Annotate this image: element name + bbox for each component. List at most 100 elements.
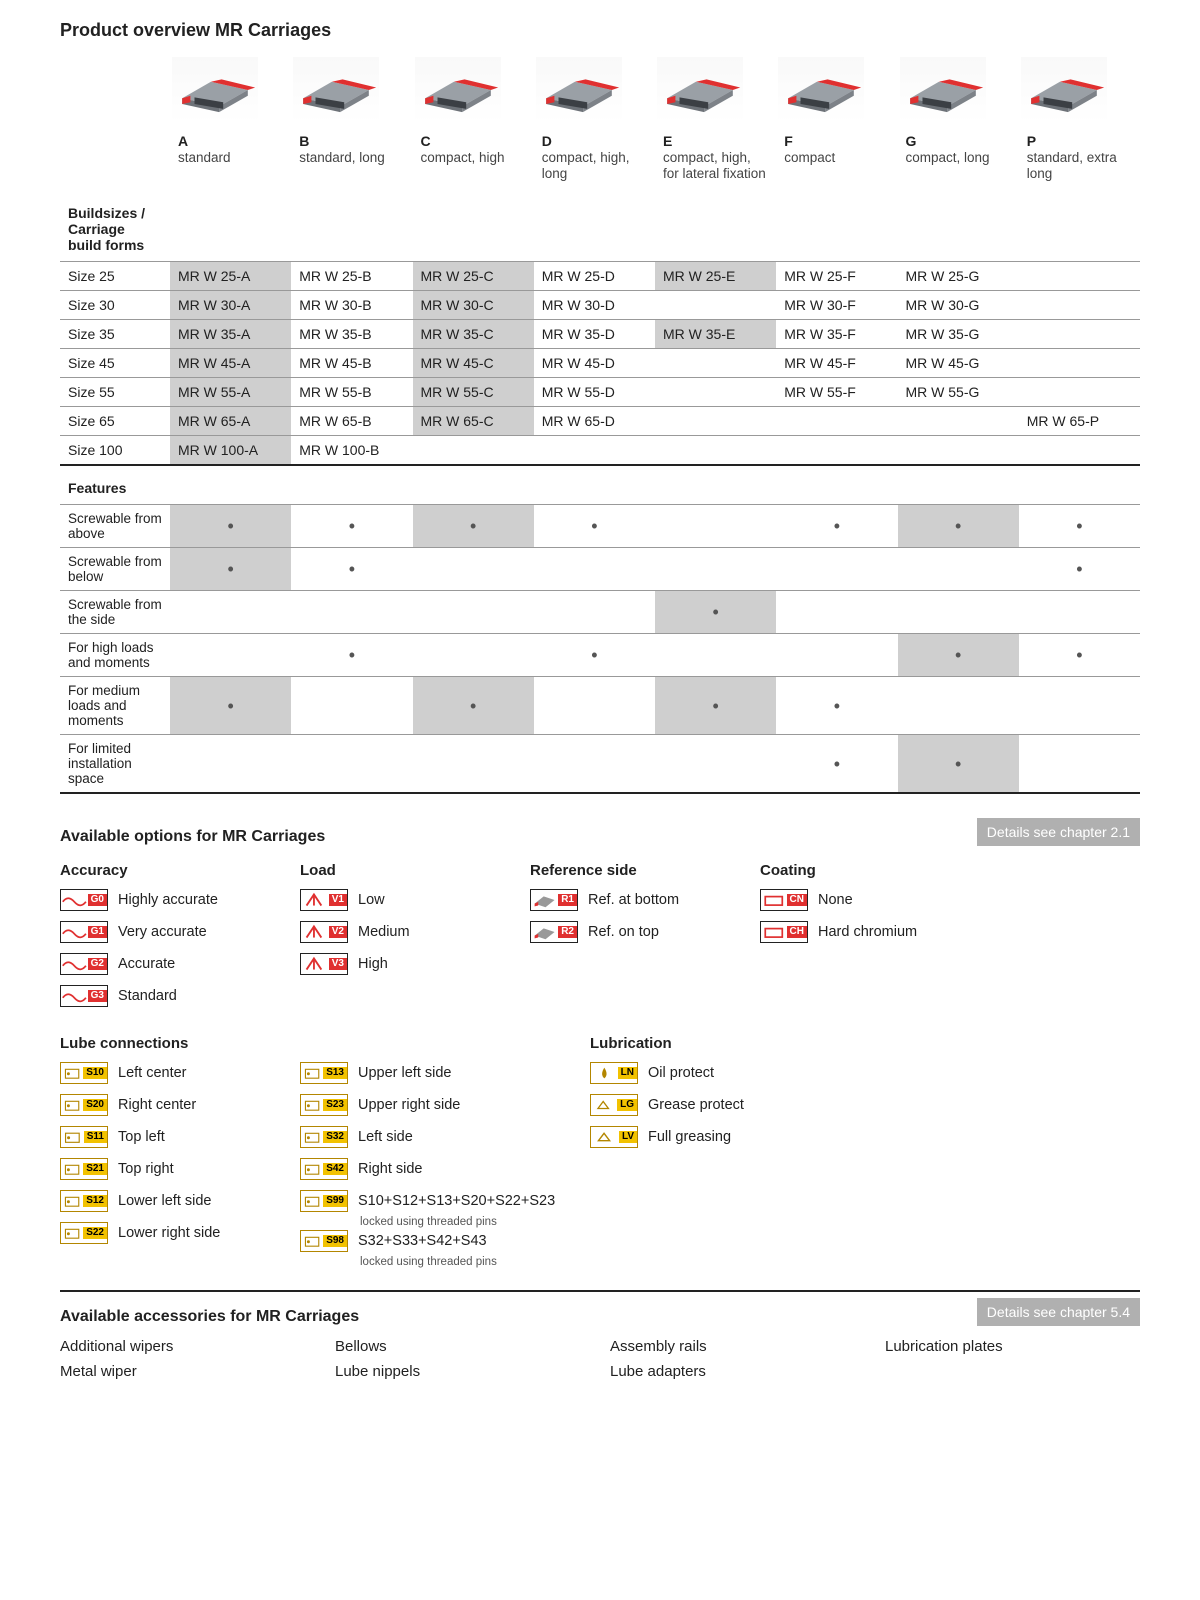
- lube-label: Left side: [358, 1129, 413, 1145]
- feature-cell: [291, 735, 412, 793]
- option-label: Hard chromium: [818, 924, 917, 940]
- feature-cell: [898, 548, 1019, 591]
- lubrication-row-LG: LG Grease protect: [590, 1092, 850, 1118]
- option-icon-R2: R2: [530, 921, 578, 943]
- lube-label: S10+S12+S13+S20+S22+S23: [358, 1193, 555, 1209]
- lube-row-S10: S10 Left center: [60, 1060, 290, 1086]
- buildsizes-header: Buildsizes / Carriage build forms: [60, 191, 170, 262]
- size-cell: MR W 25-C: [413, 262, 534, 291]
- lube-row-S13: S13 Upper left side: [300, 1060, 580, 1086]
- size-cell: MR W 35-G: [898, 320, 1019, 349]
- feature-cell: [534, 634, 655, 677]
- col-header-B: Bstandard, long: [291, 127, 412, 191]
- size-cell: MR W 45-C: [413, 349, 534, 378]
- lube-label: Lower left side: [118, 1193, 212, 1209]
- feature-cell: [291, 591, 412, 634]
- option-row-G0: G0 Highly accurate: [60, 887, 290, 913]
- feature-cell: [655, 591, 776, 634]
- size-cell: MR W 35-E: [655, 320, 776, 349]
- size-cell: [655, 407, 776, 436]
- feature-cell: [413, 505, 534, 548]
- col-header-C: Ccompact, high: [413, 127, 534, 191]
- lube-row-S21: S21 Top right: [60, 1156, 290, 1182]
- feature-cell: [776, 548, 897, 591]
- option-row-CN: CN None: [760, 887, 980, 913]
- option-icon-S10: S10: [60, 1062, 108, 1084]
- feature-cell: [534, 505, 655, 548]
- feature-label: For limited installation space: [60, 735, 170, 793]
- feature-dot-icon: [1076, 648, 1082, 664]
- feature-cell: [291, 634, 412, 677]
- options-title: Available options for MR Carriages: [60, 828, 325, 846]
- col-header-P: Pstandard, extra long: [1019, 127, 1140, 191]
- col-header-D: Dcompact, high, long: [534, 127, 655, 191]
- details-ch54-button[interactable]: Details see chapter 5.4: [977, 1298, 1140, 1326]
- option-icon-R1: R1: [530, 889, 578, 911]
- feature-cell: [776, 505, 897, 548]
- size-label: Size 65: [60, 407, 170, 436]
- feature-dot-icon: [712, 605, 718, 621]
- size-cell: MR W 25-E: [655, 262, 776, 291]
- carriage-thumb-E: [655, 53, 776, 127]
- lube-row-S23: S23 Upper right side: [300, 1092, 580, 1118]
- feature-dot-icon: [349, 562, 355, 578]
- feature-cell: [655, 677, 776, 735]
- lube-label: Lower right side: [118, 1225, 220, 1241]
- size-cell: MR W 25-B: [291, 262, 412, 291]
- carriage-thumb-A: [170, 53, 291, 127]
- feature-cell: [898, 677, 1019, 735]
- size-cell: MR W 55-G: [898, 378, 1019, 407]
- lube-sublabel: locked using threaded pins: [360, 1216, 580, 1228]
- carriage-thumb-D: [534, 53, 655, 127]
- feature-dot-icon: [349, 519, 355, 535]
- size-cell: MR W 30-C: [413, 291, 534, 320]
- size-label: Size 100: [60, 436, 170, 466]
- size-cell: MR W 55-D: [534, 378, 655, 407]
- size-cell: MR W 30-G: [898, 291, 1019, 320]
- feature-label: Screwable from below: [60, 548, 170, 591]
- lube-row-S32: S32 Left side: [300, 1124, 580, 1150]
- option-icon-S23: S23: [300, 1094, 348, 1116]
- feature-cell: [898, 735, 1019, 793]
- feature-cell: [170, 505, 291, 548]
- feature-dot-icon: [1076, 562, 1082, 578]
- option-label: Ref. at bottom: [588, 892, 679, 908]
- lubrication-label: Grease protect: [648, 1097, 744, 1113]
- size-cell: [655, 349, 776, 378]
- feature-cell: [898, 505, 1019, 548]
- opt-group-title: Coating: [760, 862, 980, 879]
- lube-group-title: Lube connections: [60, 1035, 290, 1052]
- option-label: Very accurate: [118, 924, 207, 940]
- size-cell: MR W 65-D: [534, 407, 655, 436]
- feature-cell: [1019, 634, 1140, 677]
- details-ch21-button[interactable]: Details see chapter 2.1: [977, 818, 1140, 846]
- feature-dot-icon: [834, 757, 840, 773]
- size-cell: MR W 45-B: [291, 349, 412, 378]
- accessory-item: Bellows: [335, 1338, 590, 1355]
- option-icon-S12: S12: [60, 1190, 108, 1212]
- size-label: Size 45: [60, 349, 170, 378]
- option-icon-S98: S98: [300, 1230, 348, 1252]
- feature-dot-icon: [349, 648, 355, 664]
- option-row-G3: G3 Standard: [60, 983, 290, 1009]
- accessory-item: Lube nippels: [335, 1363, 590, 1380]
- feature-label: Screwable from the side: [60, 591, 170, 634]
- option-icon-S20: S20: [60, 1094, 108, 1116]
- feature-dot-icon: [470, 519, 476, 535]
- lubrication-title: Lubrication: [590, 1035, 850, 1052]
- option-label: Highly accurate: [118, 892, 218, 908]
- size-cell: MR W 35-A: [170, 320, 291, 349]
- option-icon-LN: LN: [590, 1062, 638, 1084]
- size-cell: [413, 436, 534, 466]
- option-label: None: [818, 892, 853, 908]
- option-row-R2: R2 Ref. on top: [530, 919, 750, 945]
- carriage-thumb-G: [898, 53, 1019, 127]
- size-cell: [776, 407, 897, 436]
- feature-dot-icon: [955, 648, 961, 664]
- feature-dot-icon: [227, 562, 233, 578]
- size-cell: MR W 25-A: [170, 262, 291, 291]
- feature-dot-icon: [955, 519, 961, 535]
- size-label: Size 25: [60, 262, 170, 291]
- option-icon-V2: V2: [300, 921, 348, 943]
- features-header: Features: [60, 465, 170, 505]
